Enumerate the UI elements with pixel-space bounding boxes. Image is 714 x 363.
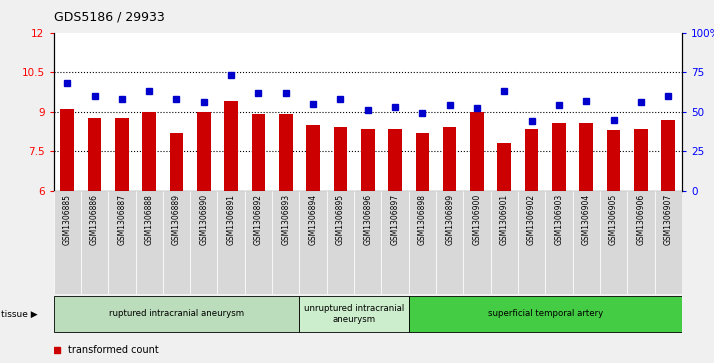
Text: GSM1306901: GSM1306901 [500, 194, 509, 245]
Text: GSM1306890: GSM1306890 [199, 194, 208, 245]
Bar [518, 191, 545, 294]
Bar [525, 129, 538, 191]
Bar [327, 191, 354, 294]
Bar [218, 191, 245, 294]
Text: GSM1306900: GSM1306900 [473, 194, 481, 245]
Bar [354, 191, 381, 294]
Bar [552, 123, 565, 191]
Bar [197, 112, 211, 191]
Text: transformed count: transformed count [68, 345, 159, 355]
Bar [109, 191, 136, 294]
Bar [54, 191, 81, 294]
Text: GSM1306894: GSM1306894 [308, 194, 318, 245]
Bar [245, 191, 272, 294]
Bar [224, 101, 238, 191]
Text: GSM1306907: GSM1306907 [664, 194, 673, 245]
Text: GSM1306893: GSM1306893 [281, 194, 291, 245]
Text: GSM1306898: GSM1306898 [418, 194, 427, 245]
Bar [251, 114, 266, 191]
Bar [491, 191, 518, 294]
Bar [115, 118, 129, 191]
Bar [470, 112, 484, 191]
Bar [443, 127, 456, 191]
Bar [416, 133, 429, 191]
Text: GSM1306899: GSM1306899 [445, 194, 454, 245]
Bar [408, 296, 682, 332]
Bar [170, 133, 183, 191]
Bar [463, 191, 491, 294]
Text: GSM1306885: GSM1306885 [63, 194, 71, 245]
Bar [661, 119, 675, 191]
Text: GSM1306902: GSM1306902 [527, 194, 536, 245]
Text: GSM1306892: GSM1306892 [254, 194, 263, 245]
Bar [61, 109, 74, 191]
Text: GSM1306895: GSM1306895 [336, 194, 345, 245]
Text: GSM1306903: GSM1306903 [555, 194, 563, 245]
Bar [88, 118, 101, 191]
Bar [436, 191, 463, 294]
Text: GSM1306906: GSM1306906 [636, 194, 645, 245]
Bar [272, 191, 299, 294]
Bar [655, 191, 682, 294]
Bar [136, 191, 163, 294]
Bar [306, 125, 320, 191]
Bar [388, 129, 402, 191]
Bar [634, 129, 648, 191]
Text: GSM1306896: GSM1306896 [363, 194, 372, 245]
Text: superficial temporal artery: superficial temporal artery [488, 310, 603, 318]
Bar [498, 143, 511, 191]
Bar [361, 129, 375, 191]
Text: GSM1306887: GSM1306887 [117, 194, 126, 245]
Text: GSM1306904: GSM1306904 [582, 194, 590, 245]
Bar [607, 130, 620, 191]
Bar [573, 191, 600, 294]
Bar [600, 191, 627, 294]
Text: GSM1306905: GSM1306905 [609, 194, 618, 245]
Bar [163, 191, 190, 294]
Bar [545, 191, 573, 294]
Bar [381, 191, 408, 294]
Text: GSM1306886: GSM1306886 [90, 194, 99, 245]
Text: unruptured intracranial
aneurysm: unruptured intracranial aneurysm [304, 304, 404, 324]
Bar [580, 123, 593, 191]
Text: GSM1306889: GSM1306889 [172, 194, 181, 245]
Text: ruptured intracranial aneurysm: ruptured intracranial aneurysm [109, 310, 244, 318]
Text: tissue ▶: tissue ▶ [1, 310, 37, 318]
Bar [627, 191, 655, 294]
Bar [299, 296, 408, 332]
Bar [142, 112, 156, 191]
Text: GSM1306897: GSM1306897 [391, 194, 400, 245]
Bar [279, 114, 293, 191]
Bar [190, 191, 218, 294]
Text: GSM1306888: GSM1306888 [145, 194, 154, 245]
Bar [333, 127, 347, 191]
Bar [299, 191, 327, 294]
Text: GSM1306891: GSM1306891 [226, 194, 236, 245]
Bar [408, 191, 436, 294]
Text: GDS5186 / 29933: GDS5186 / 29933 [54, 11, 164, 24]
Bar [81, 191, 109, 294]
Bar [54, 296, 299, 332]
